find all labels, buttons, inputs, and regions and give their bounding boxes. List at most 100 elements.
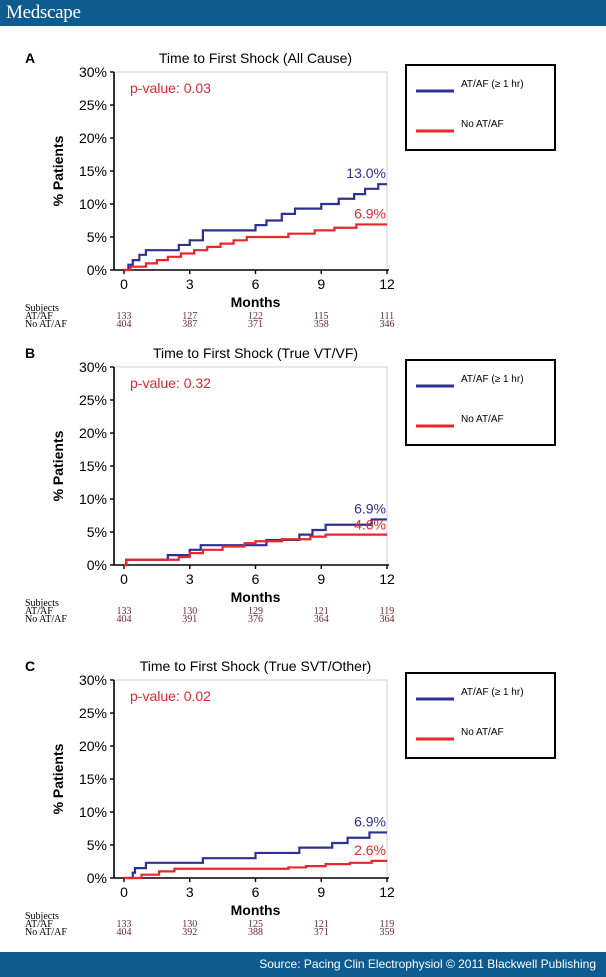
source-citation: Source: Pacing Clin Electrophysiol © 201… <box>259 957 596 971</box>
panel-letter: A <box>25 50 35 66</box>
risk-row-label: AT/AF <box>25 919 53 930</box>
risk-value: 133 <box>117 919 132 930</box>
risk-row-label: No AT/AF <box>25 927 67 938</box>
y-tick-label: 10% <box>79 196 107 212</box>
y-tick-label: 25% <box>79 392 107 408</box>
y-tick-label: 15% <box>79 771 107 787</box>
x-axis-label: Months <box>231 294 281 310</box>
y-tick-label: 30% <box>79 672 107 688</box>
p-value: p-value: 0.32 <box>130 375 211 391</box>
y-tick-label: 5% <box>87 524 107 540</box>
panel-letter: B <box>25 345 35 361</box>
x-tick-label: 3 <box>186 276 194 292</box>
risk-value: 404 <box>117 927 132 938</box>
risk-row-label: AT/AF <box>25 606 53 617</box>
legend-label: No AT/AF <box>461 727 504 738</box>
risk-value: 376 <box>248 614 263 625</box>
legend-box <box>405 359 556 446</box>
legend-label: No AT/AF <box>461 414 504 425</box>
risk-table-header: Subjects <box>25 598 59 609</box>
y-tick-label: 20% <box>79 738 107 754</box>
x-tick-label: 3 <box>186 884 194 900</box>
x-tick-label: 12 <box>379 884 395 900</box>
legend-label: AT/AF (≥ 1 hr) <box>461 687 524 698</box>
risk-table-header: Subjects <box>25 303 59 314</box>
y-tick-label: 15% <box>79 458 107 474</box>
panel-b: B Time to First Shock (True VT/VF) 0% 5% 10%… <box>25 345 556 625</box>
chart-title: Time to First Shock (True VT/VF) <box>153 345 358 361</box>
x-axis-label: Months <box>231 589 281 605</box>
medscape-logo: Medscape <box>6 2 81 23</box>
end-value-label: 6.9% <box>354 500 386 516</box>
y-tick-label: 10% <box>79 804 107 820</box>
series-line-1 <box>124 859 387 880</box>
y-axis-label: % Patients <box>50 430 66 501</box>
y-tick-label: 20% <box>79 425 107 441</box>
risk-value: 129 <box>248 606 263 617</box>
x-tick-label: 0 <box>120 884 128 900</box>
risk-value: 121 <box>314 606 329 617</box>
risk-value: 404 <box>117 319 132 330</box>
risk-value: 359 <box>380 927 395 938</box>
end-value-label: 6.9% <box>354 813 386 829</box>
risk-value: 392 <box>182 927 197 938</box>
risk-value: 111 <box>380 311 394 322</box>
risk-value: 364 <box>314 614 329 625</box>
x-tick-label: 0 <box>120 276 128 292</box>
y-tick-label: 10% <box>79 491 107 507</box>
y-tick-label: 0% <box>87 557 107 573</box>
risk-value: 364 <box>380 614 395 625</box>
footer-bar: Source: Pacing Clin Electrophysiol © 201… <box>0 952 606 977</box>
risk-row-label: No AT/AF <box>25 614 67 625</box>
risk-value: 387 <box>182 319 197 330</box>
y-tick-label: 0% <box>87 870 107 886</box>
risk-value: 371 <box>314 927 329 938</box>
legend-box <box>405 64 556 151</box>
series-line-0 <box>124 183 387 272</box>
x-tick-label: 9 <box>317 276 325 292</box>
risk-value: 391 <box>182 614 197 625</box>
x-tick-label: 12 <box>379 571 395 587</box>
series-line-0 <box>124 831 387 880</box>
p-value: p-value: 0.02 <box>130 688 211 704</box>
series-line-1 <box>124 533 387 567</box>
y-tick-label: 0% <box>87 262 107 278</box>
x-axis-label: Months <box>231 902 281 918</box>
panel-c: C Time to First Shock (True SVT/Other) 0% 5… <box>25 658 556 938</box>
y-tick-label: 25% <box>79 705 107 721</box>
x-tick-label: 6 <box>252 884 260 900</box>
risk-value: 122 <box>248 311 263 322</box>
y-tick-label: 25% <box>79 97 107 113</box>
risk-value: 125 <box>248 919 263 930</box>
panel-letter: C <box>25 658 35 674</box>
series-line-1 <box>124 223 387 272</box>
end-value-label: 2.6% <box>354 842 386 858</box>
km-figure: A Time to First Shock (All Cause) 0% 5% 10% 1… <box>25 50 556 938</box>
legend-label: No AT/AF <box>461 119 504 130</box>
plot-frame <box>113 679 388 879</box>
risk-row-label: AT/AF <box>25 311 53 322</box>
y-tick-label: 5% <box>87 229 107 245</box>
risk-value: 119 <box>380 606 395 617</box>
x-tick-label: 9 <box>317 884 325 900</box>
legend-label: AT/AF (≥ 1 hr) <box>461 374 524 385</box>
legend-box <box>405 672 556 759</box>
header-bar: Medscape <box>0 0 606 26</box>
x-tick-label: 12 <box>379 276 395 292</box>
y-axis-label: % Patients <box>50 743 66 814</box>
y-tick-label: 15% <box>79 163 107 179</box>
risk-value: 388 <box>248 927 263 938</box>
risk-value: 346 <box>380 319 395 330</box>
panel-a: A Time to First Shock (All Cause) 0% 5% 10% 1… <box>25 50 556 330</box>
risk-value: 115 <box>314 311 329 322</box>
chart-title: Time to First Shock (True SVT/Other) <box>140 658 372 674</box>
y-tick-label: 30% <box>79 64 107 80</box>
risk-value: 371 <box>248 319 263 330</box>
x-tick-label: 9 <box>317 571 325 587</box>
risk-value: 121 <box>314 919 329 930</box>
risk-value: 358 <box>314 319 329 330</box>
end-value-label: 13.0% <box>346 165 386 181</box>
y-tick-label: 5% <box>87 837 107 853</box>
x-tick-label: 3 <box>186 571 194 587</box>
risk-value: 404 <box>117 614 132 625</box>
